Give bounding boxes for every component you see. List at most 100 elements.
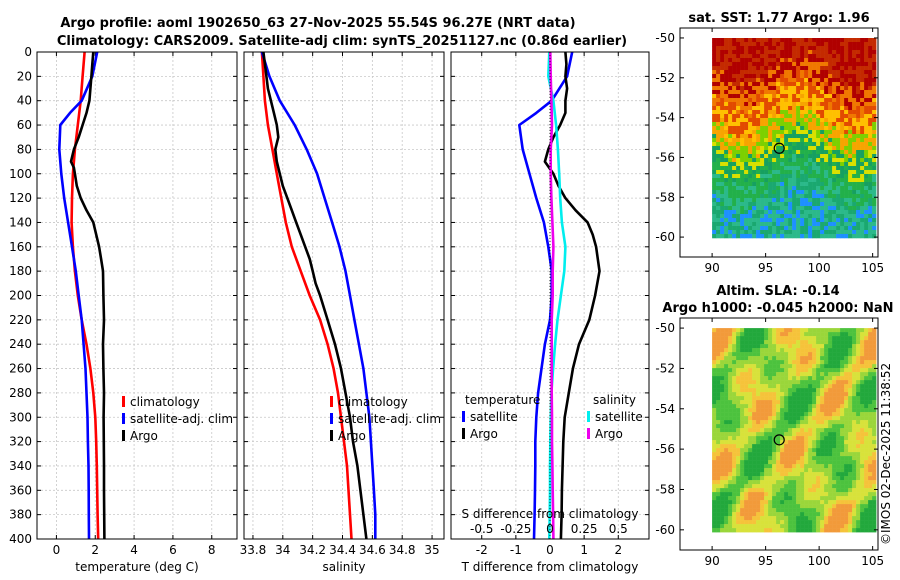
map-cell [812, 106, 817, 111]
map-cell [712, 118, 717, 123]
map-cell [820, 368, 825, 373]
map-cell [852, 234, 857, 239]
map-cell [744, 114, 749, 119]
map-cell [828, 336, 833, 341]
map-cell [832, 166, 837, 171]
map-cell [812, 380, 817, 385]
map-cell [796, 178, 801, 183]
map-cell [800, 106, 805, 111]
map-cell [840, 182, 845, 187]
map-cell [856, 404, 861, 409]
map-cell [772, 206, 777, 211]
map-cell [740, 178, 745, 183]
map-cell [868, 472, 873, 477]
map-cell [752, 392, 757, 397]
map-cell [840, 66, 845, 71]
map-cell [776, 142, 781, 147]
map-cell [756, 106, 761, 111]
map-cell [804, 508, 809, 513]
figure-title-line1: Argo profile: aoml 1902650_63 27-Nov-202… [60, 16, 575, 31]
map-cell [752, 380, 757, 385]
map-cell [824, 174, 829, 179]
map-cell [804, 348, 809, 353]
map-cell [868, 380, 873, 385]
map-cell [808, 198, 813, 203]
map-cell [812, 90, 817, 95]
map-cell [748, 484, 753, 489]
map-cell [868, 126, 873, 131]
map-cell [836, 110, 841, 115]
map-cell [864, 428, 869, 433]
map-cell [732, 62, 737, 67]
map-cell [732, 480, 737, 485]
map-cell [716, 94, 721, 99]
map-cell [796, 110, 801, 115]
map-cell [796, 380, 801, 385]
map-cell [816, 210, 821, 215]
map-cell [732, 202, 737, 207]
map-cell [712, 162, 717, 167]
map-cell [776, 444, 781, 449]
map-cell [804, 42, 809, 47]
map-cell [868, 150, 873, 155]
map-cell [868, 98, 873, 103]
map-cell [788, 352, 793, 357]
map-cell [788, 424, 793, 429]
map-cell [828, 62, 833, 67]
map-cell [832, 488, 837, 493]
map-cell [724, 210, 729, 215]
map-cell [776, 70, 781, 75]
map-cell [736, 166, 741, 171]
map-cell [736, 376, 741, 381]
map-cell [764, 106, 769, 111]
map-cell [712, 234, 717, 239]
map-cell [724, 344, 729, 349]
map-cell [836, 436, 841, 441]
map-cell [848, 436, 853, 441]
map-cell [812, 480, 817, 485]
map-cell [804, 134, 809, 139]
map-cell [788, 70, 793, 75]
y-tick-label: -58 [655, 482, 675, 496]
map-cell [748, 198, 753, 203]
map-cell [856, 520, 861, 525]
map-cell [824, 364, 829, 369]
map-cell [844, 520, 849, 525]
map-cell [716, 178, 721, 183]
map-cell [856, 480, 861, 485]
map-cell [780, 464, 785, 469]
map-cell [804, 492, 809, 497]
map-cell [868, 42, 873, 47]
map-cell [868, 102, 873, 107]
map-cell [712, 226, 717, 231]
map-cell [796, 206, 801, 211]
map-cell [772, 464, 777, 469]
legend-title-temperature: temperature [465, 393, 540, 407]
map-cell [736, 182, 741, 187]
map-cell [828, 444, 833, 449]
map-cell [760, 98, 765, 103]
map-cell [812, 162, 817, 167]
map-cell [840, 468, 845, 473]
map-cell [796, 372, 801, 377]
map-cell [840, 380, 845, 385]
map-cell [772, 360, 777, 365]
map-cell [764, 480, 769, 485]
map-cell [840, 190, 845, 195]
map-cell [780, 210, 785, 215]
map-cell [740, 392, 745, 397]
map-cell [868, 46, 873, 51]
map-cell [772, 500, 777, 505]
map-cell [836, 122, 841, 127]
map-cell [756, 222, 761, 227]
map-cell [800, 436, 805, 441]
map-cell [852, 408, 857, 413]
map-cell [844, 484, 849, 489]
map-cell [820, 452, 825, 457]
map-cell [760, 392, 765, 397]
map-cell [732, 178, 737, 183]
map-cell [728, 186, 733, 191]
map-cell [812, 348, 817, 353]
map-cell [868, 74, 873, 79]
map-cell [852, 94, 857, 99]
